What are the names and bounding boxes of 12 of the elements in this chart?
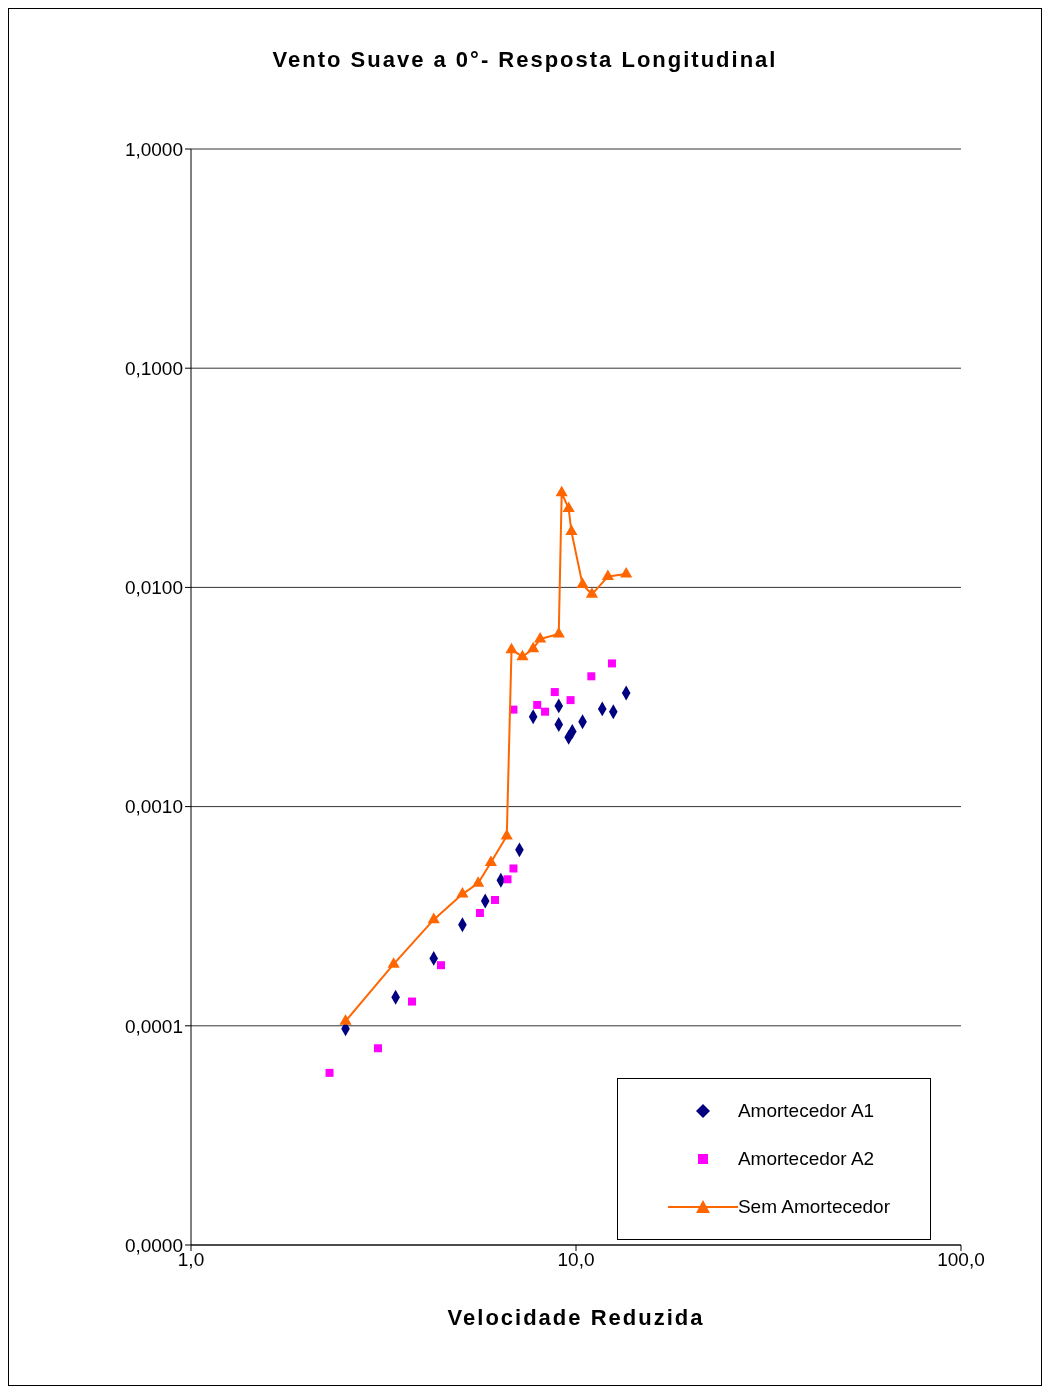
legend-label: Amortecedor A1 bbox=[737, 1100, 875, 1122]
x-tick-label: 100,0 bbox=[937, 1249, 985, 1271]
y-tick-label: 0,1000 bbox=[124, 357, 183, 379]
legend-label: Sem Amortecedor bbox=[737, 1196, 890, 1218]
y-tick-label: 0,0001 bbox=[124, 1015, 183, 1037]
x-tick-label: 10,0 bbox=[557, 1249, 595, 1271]
y-tick-label: 0,0100 bbox=[124, 577, 183, 599]
legend-label: Amortecedor A2 bbox=[737, 1148, 875, 1170]
y-tick-label: 0,0010 bbox=[124, 796, 183, 818]
y-tick-label: 1,0000 bbox=[124, 138, 183, 160]
chart-title: Vento Suave a 0°- Resposta Longitudinal bbox=[271, 47, 779, 73]
x-axis-title: Velocidade Reduzida bbox=[447, 1305, 705, 1330]
